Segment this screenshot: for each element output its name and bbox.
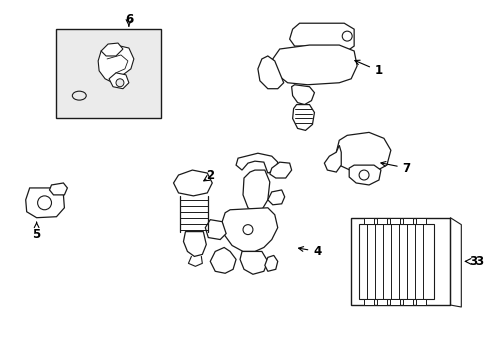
Polygon shape [272, 45, 356, 85]
Polygon shape [415, 299, 425, 305]
Polygon shape [173, 170, 212, 196]
Text: 4: 4 [298, 245, 321, 258]
Circle shape [38, 196, 51, 210]
Circle shape [358, 170, 368, 180]
Polygon shape [364, 299, 373, 305]
Polygon shape [236, 153, 277, 173]
Polygon shape [109, 73, 129, 89]
Polygon shape [264, 255, 277, 271]
Bar [350, 218, 449, 305]
Text: 5: 5 [32, 222, 41, 241]
Polygon shape [389, 299, 399, 305]
Polygon shape [289, 23, 353, 51]
Polygon shape [364, 218, 373, 224]
Polygon shape [240, 251, 267, 274]
Polygon shape [269, 162, 291, 178]
Polygon shape [389, 218, 399, 224]
Polygon shape [348, 165, 380, 185]
Polygon shape [49, 183, 67, 195]
Text: 1: 1 [354, 60, 382, 77]
Polygon shape [402, 299, 412, 305]
Text: 6: 6 [124, 13, 133, 26]
Polygon shape [26, 188, 64, 218]
Circle shape [243, 225, 252, 235]
Polygon shape [210, 247, 236, 273]
Text: 7: 7 [380, 162, 410, 175]
Polygon shape [402, 218, 412, 224]
Polygon shape [222, 208, 277, 251]
Polygon shape [98, 45, 134, 83]
Polygon shape [243, 170, 269, 213]
Polygon shape [292, 105, 314, 130]
Polygon shape [376, 218, 386, 224]
Bar [358, 224, 433, 299]
Text: 2: 2 [206, 168, 214, 181]
Bar [56, 29, 161, 118]
Polygon shape [336, 132, 390, 172]
Polygon shape [101, 43, 122, 56]
Polygon shape [415, 218, 425, 224]
Circle shape [342, 31, 351, 41]
Text: 3: 3 [474, 255, 482, 268]
Ellipse shape [72, 91, 86, 100]
Text: 3: 3 [468, 255, 476, 268]
Polygon shape [291, 85, 314, 105]
Polygon shape [205, 220, 225, 239]
Polygon shape [267, 190, 284, 205]
Circle shape [116, 79, 123, 87]
Polygon shape [183, 231, 206, 256]
Polygon shape [257, 56, 283, 89]
Polygon shape [324, 145, 341, 172]
Polygon shape [376, 299, 386, 305]
